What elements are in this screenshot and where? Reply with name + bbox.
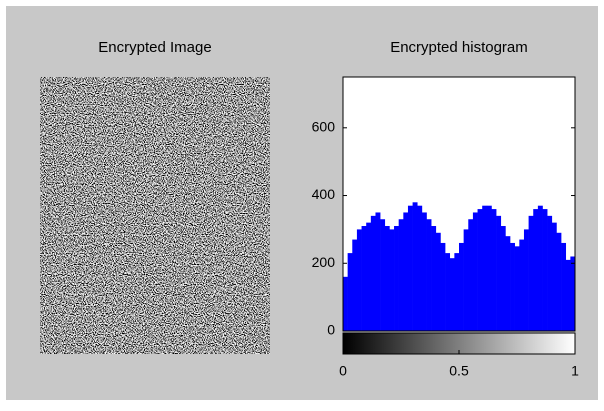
bar (394, 226, 399, 331)
bar (436, 233, 441, 331)
bar (380, 219, 385, 331)
bar (422, 212, 427, 331)
bar (519, 240, 524, 331)
bar (417, 206, 422, 331)
bar (454, 253, 459, 331)
bar (371, 216, 376, 331)
bar (561, 243, 566, 331)
x-tick-label: 0.5 (449, 363, 469, 379)
bar (533, 209, 538, 331)
bar (385, 226, 390, 331)
bar (445, 253, 450, 331)
bar (501, 226, 506, 331)
y-tick-label: 600 (312, 119, 336, 135)
bar (427, 219, 432, 331)
bar (478, 209, 483, 331)
bar (431, 226, 436, 331)
bar (413, 202, 418, 331)
figure: Encrypted Image Encrypted histogram 0 200… (0, 0, 604, 406)
bar (482, 206, 487, 331)
bar (468, 219, 473, 331)
bar (343, 277, 348, 331)
bar (496, 216, 501, 331)
image-title: Encrypted Image (98, 39, 211, 56)
bar (510, 243, 515, 331)
bar (389, 229, 394, 331)
bar (362, 226, 367, 331)
bar (487, 206, 492, 331)
page: Encrypted Image Encrypted histogram 0 200… (0, 0, 604, 411)
bar (440, 243, 445, 331)
bar (403, 212, 408, 331)
bar (366, 223, 371, 331)
bar (473, 212, 478, 331)
bar (464, 229, 469, 331)
y-tick-label: 0 (327, 322, 335, 338)
bar (375, 212, 380, 331)
bar (491, 209, 496, 331)
bar (459, 243, 464, 331)
bar (505, 236, 510, 331)
x-tick-label: 1 (571, 363, 579, 379)
bar (556, 233, 561, 331)
bar (348, 253, 353, 331)
bar (352, 240, 357, 331)
bar (450, 258, 455, 331)
bar (538, 206, 543, 331)
x-tick-label: 0 (339, 363, 347, 379)
bar (543, 209, 548, 331)
bar (524, 229, 529, 331)
bar (529, 216, 534, 331)
encrypted-image (40, 77, 270, 354)
bar (547, 216, 552, 331)
bar (357, 229, 362, 331)
bar (515, 246, 520, 331)
bar (552, 223, 557, 331)
y-tick-label: 200 (312, 254, 336, 270)
y-tick-label: 400 (312, 186, 336, 202)
bar (408, 206, 413, 331)
bar (566, 260, 571, 331)
histogram-title: Encrypted histogram (390, 39, 528, 56)
bar (399, 219, 404, 331)
